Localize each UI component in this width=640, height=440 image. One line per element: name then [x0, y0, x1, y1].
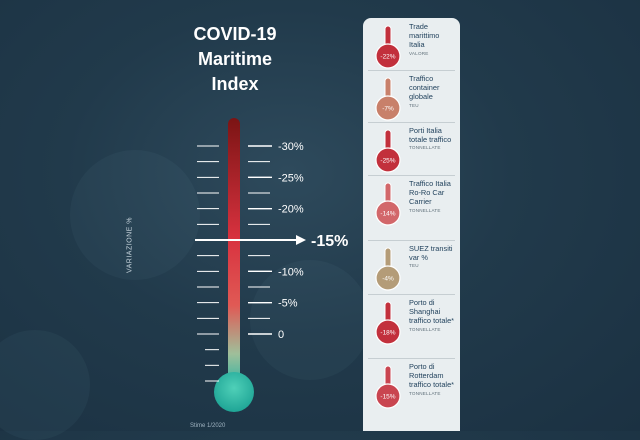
chart-title: COVID-19 Maritime Index [160, 22, 310, 97]
mini-thermometer-value: -15% [380, 394, 395, 401]
indicator-unit: TEU [409, 263, 419, 268]
indicator-arrow-head [296, 235, 306, 245]
indicator-name: Trade marittimo Italia [409, 22, 440, 50]
mini-thermometer-icon: -18% [375, 301, 401, 345]
thermometer-chart: -30% -25% -20% -10% -5% 0 -15% [214, 118, 348, 412]
indicator-unit: TONNELLATE [409, 327, 441, 332]
tick-label: 0 [278, 329, 284, 341]
indicator-card: -18% Porto di Shanghai traffico totale* TO… [368, 294, 455, 359]
y-axis-label: VARIAZIONE % [126, 216, 134, 274]
indicator-panel: -22% Trade marittimo Italia VALORE -7% Traff… [363, 18, 460, 431]
indicator-card: -14% Traffico Italia Ro-Ro Car Carrier TON… [368, 175, 455, 241]
background-virus-shape [0, 330, 90, 440]
mini-thermometer-icon: -25% [375, 129, 401, 173]
indicator-card: -22% Trade marittimo Italia VALORE [368, 18, 455, 71]
tick-label: -10% [278, 266, 304, 278]
indicator-name: Traffico container globale [409, 74, 440, 102]
tick-label: -5% [278, 298, 298, 310]
indicator-card: -7% Traffico container globale TEU [368, 70, 455, 123]
indicator-card: -4% SUEZ transiti var % TEU [368, 240, 455, 295]
mini-thermometer-value: -7% [382, 106, 394, 113]
mini-thermometer-bulb [375, 43, 401, 69]
background-virus-shape [250, 260, 370, 380]
mini-thermometer-bulb [375, 319, 401, 345]
mini-thermometer-value: -4% [382, 276, 394, 283]
indicator-unit: TEU [409, 103, 419, 108]
indicator-unit: TONNELLATE [409, 145, 441, 150]
mini-thermometer-value: -25% [380, 158, 395, 165]
indicator-name: Porto di Shanghai traffico totale* [409, 298, 455, 326]
mini-thermometer-value: -22% [380, 54, 395, 61]
indicator-name: Traffico Italia Ro-Ro Car Carrier [409, 179, 451, 207]
mini-thermometer-bulb [375, 265, 401, 291]
indicator-unit: VALORE [409, 51, 429, 56]
thermometer-bulb [214, 372, 254, 412]
title-line-1: COVID-19 [193, 24, 277, 44]
mini-thermometer-icon: -4% [375, 247, 401, 291]
tick-label: -20% [278, 204, 304, 216]
mini-thermometer-icon: -14% [375, 182, 401, 226]
tick-label: -25% [278, 172, 304, 184]
mini-thermometer-icon: -22% [375, 25, 401, 69]
thermometer-tube [228, 118, 240, 386]
title-line-2: Maritime [197, 49, 273, 69]
indicator-unit: TONNELLATE [409, 208, 441, 213]
background-virus-shape [70, 150, 200, 280]
footer-note: Stime 1/2020 [190, 423, 226, 429]
title-line-3: Index [211, 74, 259, 94]
mini-thermometer-bulb [375, 95, 401, 121]
indicator-value-label: -15% [311, 233, 348, 250]
mini-thermometer-icon: -15% [375, 365, 401, 409]
tick-label: -30% [278, 141, 304, 153]
indicator-card: -25% Porti Italia totale traffico TONNELLA… [368, 122, 455, 176]
mini-thermometer-value: -18% [380, 330, 395, 337]
indicator-name: Porto di Rotterdam traffico totale* [409, 362, 455, 390]
mini-thermometer-bulb [375, 147, 401, 173]
mini-thermometer-icon: -7% [375, 77, 401, 121]
mini-thermometer-bulb [375, 383, 401, 409]
indicator-name: SUEZ transiti var % [409, 244, 453, 263]
indicator-card: -15% Porto di Rotterdam traffico totale* T… [368, 358, 455, 424]
indicator-name: Porti Italia totale traffico [409, 126, 452, 145]
mini-thermometer-value: -14% [380, 211, 395, 218]
mini-thermometer-bulb [375, 200, 401, 226]
indicator-unit: TONNELLATE [409, 391, 441, 396]
